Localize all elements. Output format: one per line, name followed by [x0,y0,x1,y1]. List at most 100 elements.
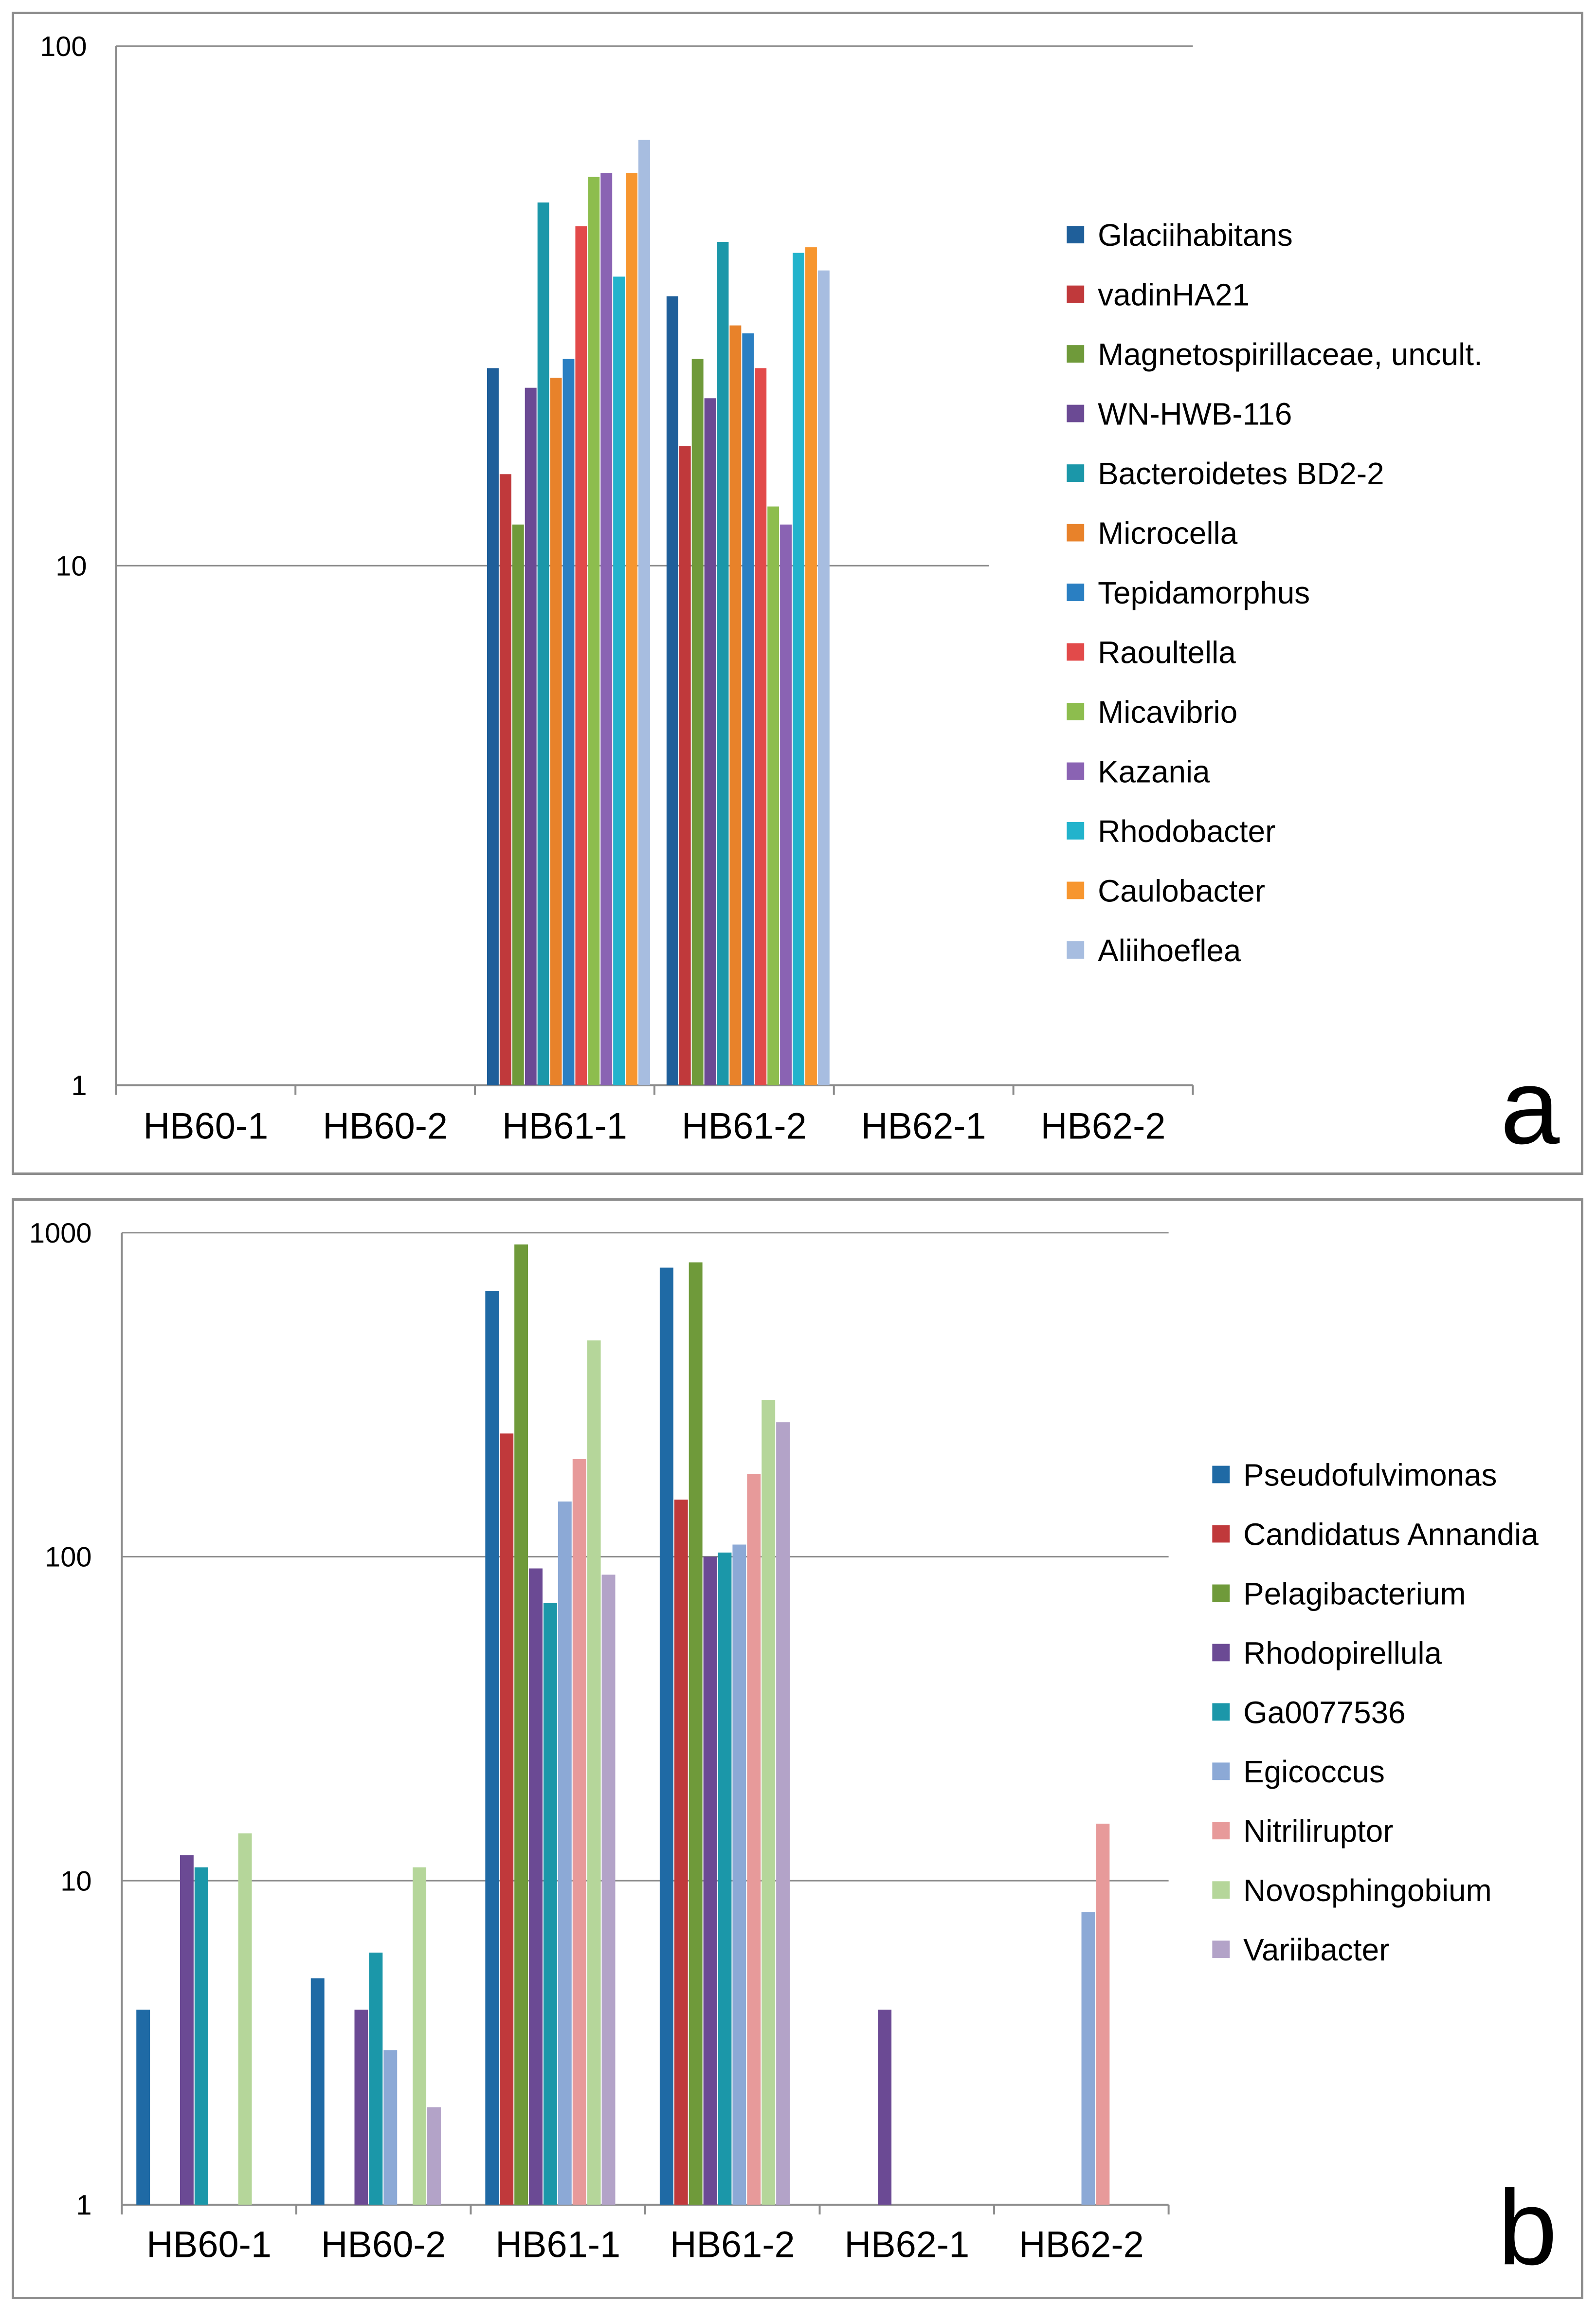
bar-egicoccus-hb61-2 [732,1544,746,2205]
panel-label: b [1498,2168,1557,2287]
legend-label: Magnetospirillaceae, uncult. [1098,337,1483,372]
bar-bacteroidetes-bd2-2-hb61-1 [537,202,549,1085]
legend-swatch [1212,1762,1230,1780]
y-tick-label: 1000 [29,1218,92,1249]
legend-label: Kazania [1098,754,1210,789]
legend-label: Aliihoeflea [1098,933,1241,968]
legend-swatch [1212,1703,1230,1721]
x-category-label: HB62-1 [861,1105,986,1147]
legend-swatch [1067,464,1085,482]
bar-aliihoeflea-hb61-1 [638,140,650,1085]
x-category-label: HB62-2 [1019,2224,1144,2265]
bar-rhodopirellula-hb62-1 [878,2010,892,2205]
chart-panel-a: 1 10 100 HB60-1 HB60-2 HB61-1 HB61-2 HB62-1 HB62… [12,12,1583,1175]
bar-wn-hwb-116-hb61-1 [525,387,537,1085]
bar-ga0077536-hb61-2 [718,1552,732,2205]
legend-label: WN-HWB-116 [1098,397,1292,432]
legend-label: Variibacter [1243,1932,1389,1967]
legend-swatch [1067,941,1085,959]
bar-candidatus-annandia-hb61-2 [674,1500,688,2205]
y-tick-label: 100 [40,31,87,62]
bar-tepidamorphus-hb61-2 [742,333,754,1085]
y-tick-label: 10 [60,1866,91,1897]
legend-swatch [1212,1465,1230,1483]
bar-egicoccus-hb61-1 [558,1501,572,2205]
bar-pelagibacterium-hb61-1 [514,1244,528,2205]
bar-ga0077536-hb61-1 [543,1603,557,2205]
x-category-label: HB60-1 [146,2224,272,2265]
bar-pseudofulvimonas-hb60-2 [310,1978,325,2205]
bar-caulobacter-hb61-2 [805,247,817,1085]
bar-variibacter-hb61-2 [776,1422,790,2205]
legend-swatch [1067,822,1085,840]
bar-vadinha21-hb61-1 [499,474,511,1085]
bar-novosphingobium-hb60-1 [238,1833,252,2205]
y-tick-label: 100 [45,1542,91,1573]
bar-pelagibacterium-hb61-2 [689,1262,703,2205]
bar-magnetospirillaceae-uncult--hb61-2 [691,359,704,1085]
bar-novosphingobium-hb61-1 [587,1340,601,2205]
bar-magnetospirillaceae-uncult--hb61-1 [512,524,524,1085]
chart-b-svg: 1 10 100 1000 HB60-1 HB60-2 HB61-1 HB61-2 HB62-1… [29,1218,1557,2287]
bar-nitriliruptor-hb62-2 [1096,1823,1110,2205]
legend-swatch [1067,584,1085,601]
x-category-label: HB61-1 [502,1105,627,1147]
x-category-label: HB62-2 [1041,1105,1166,1147]
x-category-label: HB61-2 [682,1105,807,1147]
bar-raoultella-hb61-2 [755,368,767,1085]
x-category-label: HB61-2 [670,2224,795,2265]
bar-variibacter-hb60-2 [427,2107,441,2205]
legend-label: Novosphingobium [1243,1873,1492,1908]
bar-raoultella-hb61-1 [575,226,587,1085]
bar-rhodobacter-hb61-2 [793,253,804,1085]
bar-egicoccus-hb60-2 [383,2050,398,2205]
legend-swatch [1067,345,1085,363]
legend-swatch [1212,1941,1230,1959]
bar-novosphingobium-hb60-2 [413,1867,427,2205]
bar-microcella-hb61-2 [729,325,742,1085]
bar-rhodopirellula-hb61-2 [703,1556,717,2205]
legend-swatch [1067,703,1085,720]
legend-label: Pseudofulvimonas [1243,1457,1497,1492]
legend-label: Micavibrio [1098,695,1237,730]
y-tick-label: 1 [71,1070,87,1101]
bar-variibacter-hb61-1 [601,1575,616,2205]
bar-wn-hwb-116-hb61-2 [704,398,716,1085]
bar-aliihoeflea-hb61-2 [817,270,830,1085]
x-category-label: HB60-2 [321,2224,446,2265]
x-category-label: HB60-2 [323,1105,448,1147]
legend-label: Ga0077536 [1243,1695,1405,1730]
legend-swatch [1067,762,1085,780]
legend-swatch [1067,643,1085,661]
bar-candidatus-annandia-hb61-1 [500,1433,514,2205]
bar-micavibrio-hb61-2 [767,506,780,1085]
legend-label: Microcella [1098,515,1238,550]
bar-microcella-hb61-1 [550,378,562,1085]
y-tick-label: 1 [76,2190,91,2221]
bar-glaciihabitans-hb61-1 [487,368,499,1085]
bar-rhodopirellula-hb61-1 [529,1568,543,2205]
bar-rhodobacter-hb61-1 [613,276,625,1085]
bar-novosphingobium-hb61-2 [762,1400,776,2205]
legend-swatch [1212,1881,1230,1899]
legend-swatch [1067,226,1085,244]
y-tick-label: 10 [55,550,87,582]
chart-panel-b: 1 10 100 1000 HB60-1 HB60-2 HB61-1 HB61-2 HB62-1… [12,1198,1583,2299]
legend-label: Egicoccus [1243,1754,1385,1789]
bar-bacteroidetes-bd2-2-hb61-2 [717,241,729,1085]
legend-label: Caulobacter [1098,873,1265,908]
bar-vadinha21-hb61-2 [679,446,691,1085]
bar-rhodopirellula-hb60-1 [180,1855,194,2205]
bar-egicoccus-hb62-2 [1081,1912,1095,2205]
bar-ga0077536-hb60-1 [194,1867,208,2205]
bar-kazania-hb61-1 [600,173,613,1085]
bar-pseudofulvimonas-hb60-1 [136,2010,150,2205]
chart-a-svg: 1 10 100 HB60-1 HB60-2 HB61-1 HB61-2 HB62-1 HB62… [40,31,1560,1166]
bar-tepidamorphus-hb61-1 [562,359,575,1085]
legend-swatch [1067,524,1085,542]
legend-label: vadinHA21 [1098,277,1250,312]
bar-kazania-hb61-2 [780,524,792,1085]
panel-label: a [1500,1047,1560,1166]
legend-swatch [1067,404,1085,422]
bar-pseudofulvimonas-hb61-2 [659,1267,673,2205]
